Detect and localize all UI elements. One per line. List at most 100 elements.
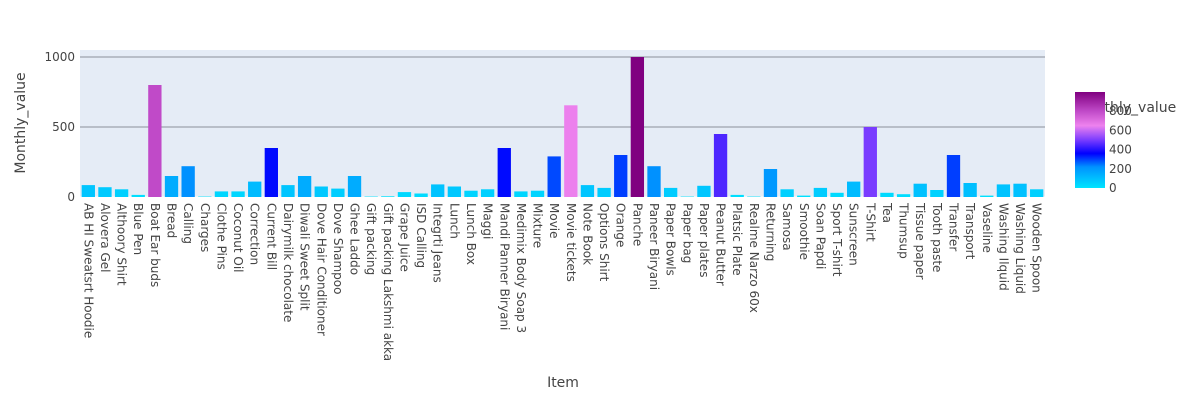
x-tick-label: Integrti Jeans — [431, 203, 445, 283]
x-tick-label: Correction — [248, 203, 262, 265]
x-tick-label: Thumsup — [897, 202, 911, 259]
bar — [481, 189, 494, 197]
bar — [531, 191, 544, 197]
bar — [581, 185, 594, 197]
x-tick-label: Vaseline — [980, 203, 994, 253]
bar — [348, 176, 361, 197]
bar — [631, 57, 644, 197]
bar — [780, 189, 793, 197]
colorbar-tick-label: 0 — [1109, 181, 1117, 195]
x-tick-label: Returning — [763, 203, 777, 261]
x-tick-label: Maggi — [481, 203, 495, 239]
x-tick-label: Clothe Pins — [214, 203, 228, 270]
bar — [731, 195, 744, 197]
x-tick-label: Mandi Panner Biryani — [497, 203, 511, 330]
bar — [914, 184, 927, 197]
bar — [830, 193, 843, 197]
bar — [132, 195, 145, 197]
x-tick-label: Movie tickets — [564, 203, 578, 282]
x-tick-label: ISD Calling — [414, 203, 428, 268]
x-tick-label: Ghee Laddo — [348, 203, 362, 275]
x-tick-label: Mixture — [531, 203, 545, 248]
bar — [664, 188, 677, 197]
bar — [498, 148, 511, 197]
bar — [947, 155, 960, 197]
x-tick-label: T-Shirt — [863, 202, 877, 242]
plot-background — [80, 50, 1045, 197]
x-tick-label: Tissue paper — [913, 202, 927, 280]
y-tick-label: 500 — [52, 120, 75, 134]
x-tick-label: Calling — [181, 203, 195, 244]
x-tick-label: Lunch Box — [464, 203, 478, 265]
x-tick-label: Paper bag — [680, 203, 694, 263]
x-tick-label: Samosa — [780, 203, 794, 251]
bar — [647, 166, 660, 197]
bar — [265, 148, 278, 197]
bar — [564, 105, 577, 197]
x-tick-label: Dove Hair Conditioner — [314, 203, 328, 336]
x-tick-label: Washing Liquid — [1013, 203, 1027, 294]
bar — [448, 187, 461, 198]
bar — [597, 188, 610, 197]
bar — [82, 185, 95, 197]
x-tick-label: Panche — [630, 203, 644, 246]
x-tick-label: Wooden Spoon — [1030, 203, 1044, 293]
x-tick-label: Bread — [165, 203, 179, 238]
x-tick-label: Boat Ear buds — [148, 203, 162, 287]
x-tick-label: Medimix Body Soap 3 — [514, 203, 528, 333]
x-tick-label: Diwali Sweet Split — [298, 203, 312, 311]
bar — [814, 188, 827, 197]
x-tick-label: Washing Ilquid — [996, 203, 1010, 291]
bar — [165, 176, 178, 197]
x-tick-label: Lunch — [447, 203, 461, 239]
bar — [148, 85, 161, 197]
x-tick-label: Note Book — [580, 203, 594, 265]
bar — [614, 155, 627, 197]
x-tick-label: Platsic Plate — [730, 203, 744, 276]
x-tick-label: Dairymilk chocolate — [281, 203, 295, 322]
colorbar-tick-label: 400 — [1109, 143, 1132, 157]
x-tick-label: Orange — [614, 203, 628, 247]
x-tick-label: Movie — [547, 203, 561, 239]
x-tick-label: Sunscreen — [847, 203, 861, 266]
bar — [398, 192, 411, 197]
x-tick-label: Blue Pen — [131, 203, 145, 255]
colorbar-tick-label: 200 — [1109, 162, 1132, 176]
bar — [298, 176, 311, 197]
y-tick-label: 0 — [67, 190, 75, 204]
bar — [880, 193, 893, 197]
x-tick-label: Charges — [198, 203, 212, 252]
x-tick-label: Current Bill — [264, 203, 278, 270]
x-tick-label: Tooth paste — [930, 202, 944, 272]
x-tick-label: Coconut Oil — [231, 203, 245, 273]
bar — [997, 184, 1010, 197]
bar — [464, 191, 477, 197]
bar — [980, 196, 993, 197]
bar — [1013, 184, 1026, 197]
bar — [548, 156, 561, 197]
bar — [930, 190, 943, 197]
bar — [764, 169, 777, 197]
x-tick-label: Transfer — [946, 202, 960, 251]
bar — [115, 189, 128, 197]
x-tick-label: Sport T-shirt — [830, 203, 844, 277]
x-tick-label: Peanut Butter — [714, 203, 728, 286]
bar — [331, 189, 344, 197]
x-tick-label: Realme Narzo 60x — [747, 203, 761, 313]
x-tick-label: Gift packing Lakshmi akka — [381, 203, 395, 361]
bar — [897, 194, 910, 197]
bar — [514, 191, 527, 197]
colorbar-tick-label: 800 — [1109, 104, 1132, 118]
bar — [864, 127, 877, 197]
y-axis-title: Monthly_value — [13, 72, 29, 173]
bar — [697, 186, 710, 197]
bar — [315, 187, 328, 198]
bar — [215, 191, 228, 197]
bar — [847, 182, 860, 197]
bar — [1030, 189, 1043, 197]
